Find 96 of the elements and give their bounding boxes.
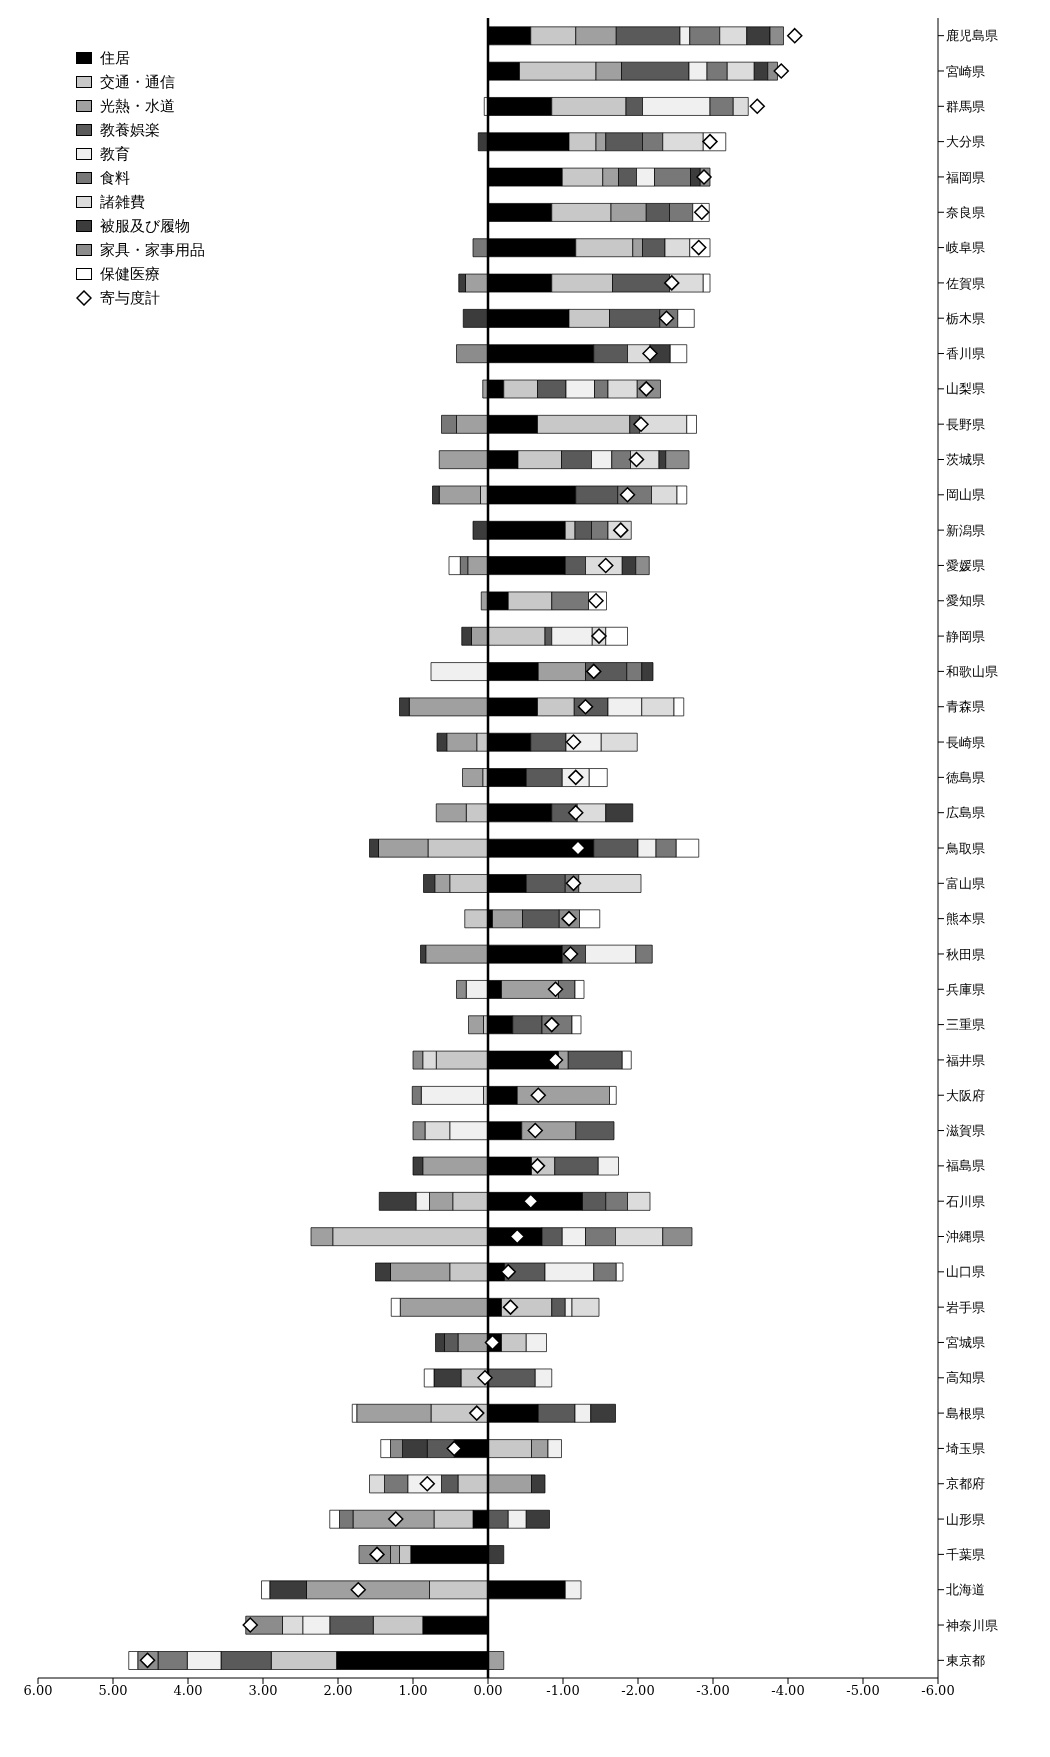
y-tick-label: 山梨県 <box>946 381 985 397</box>
x-tick-label: 4.00 <box>173 1683 203 1699</box>
y-tick-label: 神奈川県 <box>946 1617 998 1633</box>
point <box>664 275 680 291</box>
x-tick-label: 5.00 <box>98 1683 128 1699</box>
legend-label: 光熱・水道 <box>100 96 175 117</box>
point <box>658 310 675 326</box>
y-tick-label: 秋田県 <box>946 946 985 962</box>
y-tick-label: 熊本県 <box>946 911 985 927</box>
point <box>477 1370 493 1386</box>
point <box>787 27 803 44</box>
y-tick-label: 埼玉県 <box>945 1441 985 1457</box>
y-tick-label: 広島県 <box>946 805 985 821</box>
y-tick-label: 奈良県 <box>946 204 985 220</box>
legend-label: 寄与度計 <box>100 288 160 309</box>
point <box>773 63 789 79</box>
y-tick-label: 岐阜県 <box>946 240 985 256</box>
x-tick-label: 1.00 <box>398 1683 428 1699</box>
y-tick-label: 長崎県 <box>946 734 985 750</box>
x-tick-label: -5.00 <box>846 1683 880 1699</box>
y-tick-label: 茨城県 <box>946 452 985 468</box>
point <box>500 1264 516 1280</box>
y-tick-label: 愛知県 <box>946 593 985 609</box>
y-tick-label: 岡山県 <box>946 487 985 503</box>
y-tick-label: 福井県 <box>946 1052 985 1068</box>
point <box>242 1617 258 1633</box>
x-tick-label: -1.00 <box>546 1683 580 1699</box>
y-tick-label: 富山県 <box>946 875 985 891</box>
y-tick-label: 和歌山県 <box>946 664 998 680</box>
y-tick-label: 群馬県 <box>946 98 985 114</box>
x-tick-label: 6.00 <box>23 1683 53 1699</box>
y-tick-label: 宮城県 <box>946 1335 985 1351</box>
y-tick-label: 京都府 <box>946 1476 985 1492</box>
y-tick-label: 福島県 <box>946 1158 985 1174</box>
y-tick-label: 石川県 <box>946 1193 985 1209</box>
y-tick-label: 鳥取県 <box>945 840 985 856</box>
y-tick-label: 栃木県 <box>946 310 985 326</box>
y-tick-label: 滋賀県 <box>946 1123 985 1139</box>
x-tick-label: -6.00 <box>921 1683 955 1699</box>
y-tick-label: 青森県 <box>946 699 985 715</box>
legend-label: 食料 <box>100 168 130 189</box>
y-tick-label: 鹿児島県 <box>946 28 998 44</box>
y-tick-label: 東京都 <box>946 1652 985 1668</box>
y-tick-label: 兵庫県 <box>946 981 985 997</box>
y-tick-label: 高知県 <box>946 1370 985 1386</box>
x-tick-label: 2.00 <box>323 1683 353 1699</box>
x-tick-label: -3.00 <box>696 1683 730 1699</box>
y-tick-label: 新潟県 <box>946 522 985 538</box>
y-tick-label: 島根県 <box>946 1405 985 1421</box>
y-tick-label: 千葉県 <box>946 1547 985 1562</box>
point <box>523 1193 539 1209</box>
bar <box>468 1015 484 1035</box>
point <box>530 1087 546 1103</box>
y-tick-label: 長野県 <box>946 416 985 432</box>
point <box>749 98 765 115</box>
y-tick-label: 徳島県 <box>946 769 985 785</box>
x-tick-label: -2.00 <box>621 1683 655 1699</box>
y-tick-label: 宮崎県 <box>946 63 985 79</box>
y-tick-label: 香川県 <box>946 346 985 362</box>
y-tick-label: 大分県 <box>946 134 985 150</box>
bar <box>462 768 484 787</box>
y-tick-label: 静岡県 <box>946 628 985 644</box>
y-tick-label: 沖縄県 <box>946 1229 985 1245</box>
y-tick-label: 北海道 <box>946 1582 985 1598</box>
point <box>502 1299 519 1315</box>
point <box>642 345 658 362</box>
point <box>547 981 564 998</box>
legend-label: 家具・家事用品 <box>100 240 205 261</box>
legend-label: 交通・通信 <box>100 72 175 93</box>
point <box>565 734 582 750</box>
legend-label: 教養娯楽 <box>100 120 160 141</box>
x-tick-label: 0.00 <box>473 1683 503 1699</box>
point <box>586 663 602 680</box>
legend-label: 保健医療 <box>100 264 160 285</box>
point <box>568 804 584 821</box>
point <box>527 1122 543 1139</box>
y-tick-label: 大阪府 <box>946 1087 985 1103</box>
point <box>633 416 649 432</box>
y-tick-label: 福岡県 <box>946 169 985 185</box>
legend-label: 教育 <box>100 144 130 165</box>
legend-label: 住居 <box>100 48 130 69</box>
y-tick-label: 山口県 <box>946 1264 985 1280</box>
point <box>469 1405 485 1421</box>
y-tick-label: 愛媛県 <box>946 558 985 574</box>
point <box>388 1511 404 1527</box>
y-tick-label: 三重県 <box>946 1017 985 1033</box>
point <box>350 1581 366 1598</box>
point <box>547 1052 564 1068</box>
legend-label: 諸雑費 <box>100 192 145 213</box>
y-tick-label: 佐賀県 <box>946 275 985 291</box>
y-tick-label: 山形県 <box>946 1511 985 1527</box>
y-tick-label: 岩手県 <box>946 1299 985 1315</box>
point <box>446 1440 462 1457</box>
x-tick-label: 3.00 <box>248 1683 278 1699</box>
legend-label: 被服及び履物 <box>100 216 190 237</box>
x-tick-label: -4.00 <box>771 1683 805 1699</box>
